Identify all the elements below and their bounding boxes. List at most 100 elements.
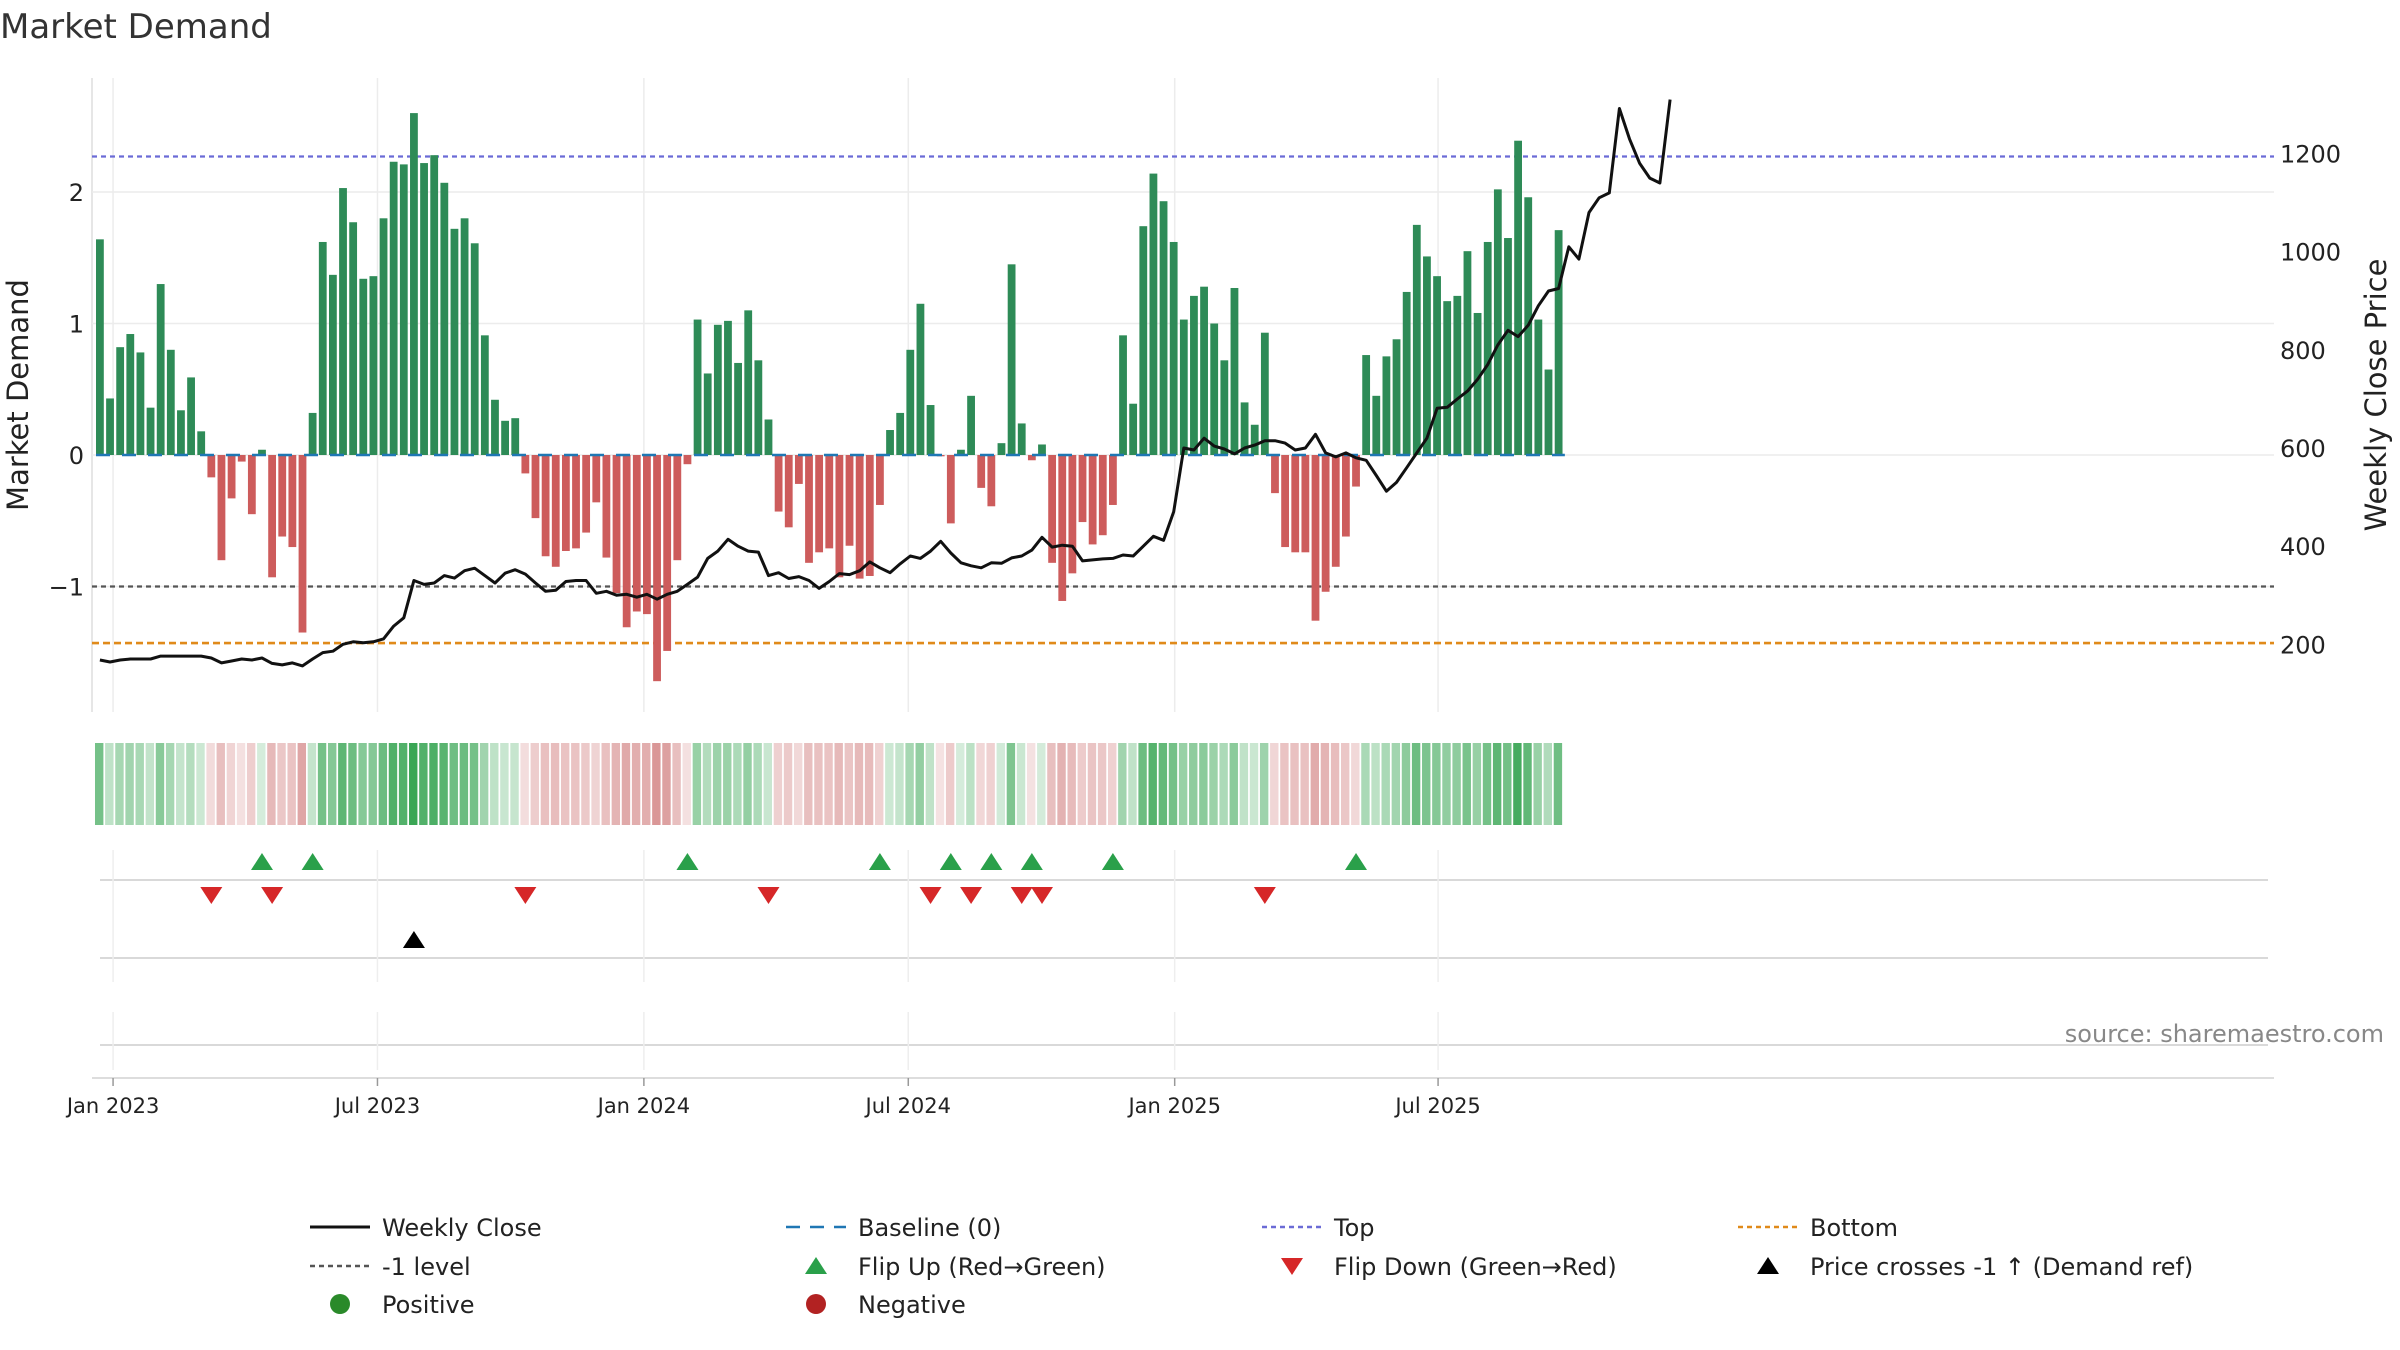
heat-cell bbox=[1503, 743, 1512, 825]
demand-bar bbox=[1483, 241, 1492, 455]
flip-up-marker bbox=[980, 853, 1003, 870]
heat-cell bbox=[854, 743, 864, 825]
heat-cell bbox=[1057, 743, 1066, 825]
heat-cell bbox=[642, 743, 651, 825]
demand-bar bbox=[946, 455, 955, 524]
legend-item: Flip Up (Red→Green) bbox=[805, 1253, 1106, 1281]
x-tick-label: Jan 2025 bbox=[1126, 1094, 1221, 1118]
demand-bar bbox=[744, 310, 753, 455]
heat-cell bbox=[712, 743, 722, 825]
demand-bar bbox=[1423, 256, 1431, 455]
heat-cell bbox=[1371, 743, 1380, 825]
heat-cell bbox=[277, 743, 286, 825]
heat-cell bbox=[176, 743, 185, 825]
event-markers bbox=[200, 853, 1368, 948]
heat-cell bbox=[1361, 743, 1370, 825]
heat-cell bbox=[186, 743, 195, 825]
demand-bar bbox=[126, 334, 135, 455]
heat-cell bbox=[1411, 743, 1421, 825]
flip-down-marker bbox=[1030, 887, 1053, 904]
demand-bar bbox=[410, 113, 418, 455]
flip-down-marker bbox=[261, 887, 284, 904]
heat-cell bbox=[257, 743, 266, 825]
demand-bar bbox=[328, 274, 337, 455]
heat-cell bbox=[297, 743, 306, 825]
right-axis-ticks: 200 400 600 800 1000 1200 bbox=[2280, 141, 2341, 660]
heat-cell bbox=[1148, 743, 1157, 825]
flip-up-marker bbox=[1101, 853, 1124, 870]
demand-bar bbox=[227, 455, 236, 499]
demand-bar bbox=[1017, 423, 1026, 455]
flip-up-marker bbox=[301, 853, 324, 870]
demand-bar bbox=[886, 430, 894, 455]
demand-bar bbox=[136, 352, 145, 455]
demand-bar bbox=[561, 455, 570, 551]
heat-cell bbox=[1158, 743, 1168, 825]
heat-cell bbox=[540, 743, 550, 825]
heat-cell bbox=[1280, 743, 1289, 825]
heat-cell bbox=[804, 743, 813, 825]
x-axis-ticks: Jan 2023 Jul 2023 Jan 2024 Jul 2024 Jan 2025… bbox=[65, 1078, 1481, 1118]
demand-bar bbox=[622, 455, 631, 628]
heat-cell bbox=[1432, 743, 1441, 825]
flip-down-marker bbox=[919, 887, 942, 904]
heat-cell bbox=[1189, 743, 1198, 825]
legend-item: -1 level bbox=[310, 1253, 471, 1281]
demand-bar bbox=[653, 455, 661, 682]
demand-bar bbox=[521, 455, 530, 474]
demand-bar bbox=[663, 455, 672, 651]
demand-bar bbox=[1301, 455, 1310, 553]
x-tick-label: Jan 2024 bbox=[596, 1094, 691, 1118]
heat-cell bbox=[1401, 743, 1411, 825]
demand-bar bbox=[1504, 238, 1512, 455]
demand-bar bbox=[724, 320, 732, 455]
flip-down-marker bbox=[960, 887, 983, 904]
heat-cell bbox=[1351, 743, 1360, 825]
heat-cell bbox=[945, 743, 955, 825]
heat-cell bbox=[145, 743, 155, 825]
demand-bar bbox=[1159, 201, 1168, 455]
demand-bar bbox=[1230, 287, 1239, 455]
demand-bar bbox=[531, 455, 540, 519]
heat-cell bbox=[1523, 743, 1532, 825]
heat-cell bbox=[267, 743, 276, 825]
heat-cell bbox=[763, 743, 772, 825]
demand-bar bbox=[268, 455, 277, 578]
heat-cell bbox=[1482, 743, 1492, 825]
legend-label: Price crosses -1 ↑ (Demand ref) bbox=[1810, 1253, 2193, 1281]
heat-cell bbox=[429, 743, 438, 825]
heat-cell bbox=[935, 743, 945, 825]
heat-cell bbox=[1108, 743, 1117, 825]
demand-bar bbox=[430, 155, 439, 455]
heat-cell bbox=[550, 743, 560, 825]
demand-bar bbox=[876, 455, 884, 505]
heat-cell bbox=[601, 743, 610, 825]
demand-bar bbox=[1433, 276, 1441, 455]
legend: Weekly Close Baseline (0) Top Bottom -1 leve… bbox=[310, 1214, 2193, 1319]
flip-up-marker bbox=[1345, 853, 1368, 870]
left-tick-label: 0 bbox=[69, 442, 84, 470]
demand-bar bbox=[237, 455, 246, 462]
left-tick-label: 2 bbox=[69, 179, 84, 207]
heat-cell bbox=[1006, 743, 1016, 825]
legend-label: Negative bbox=[858, 1291, 966, 1319]
heat-cell bbox=[976, 743, 985, 825]
demand-bar bbox=[1412, 224, 1421, 455]
heat-cell bbox=[236, 743, 246, 825]
heat-cell bbox=[135, 743, 144, 825]
heat-cell bbox=[469, 743, 479, 825]
demand-bar bbox=[197, 431, 206, 455]
heat-cell bbox=[895, 743, 904, 825]
demand-bar bbox=[349, 222, 358, 455]
heat-cell bbox=[814, 743, 823, 825]
flip-up-marker bbox=[676, 853, 699, 870]
legend-swatch bbox=[806, 1294, 826, 1314]
demand-bar bbox=[1534, 319, 1543, 455]
demand-bar bbox=[217, 455, 226, 561]
demand-bar bbox=[541, 455, 550, 557]
heat-cell bbox=[307, 743, 317, 825]
heat-cell bbox=[338, 743, 347, 825]
heat-cell bbox=[996, 743, 1005, 825]
heat-cell bbox=[723, 743, 732, 825]
heat-cell bbox=[226, 743, 236, 825]
